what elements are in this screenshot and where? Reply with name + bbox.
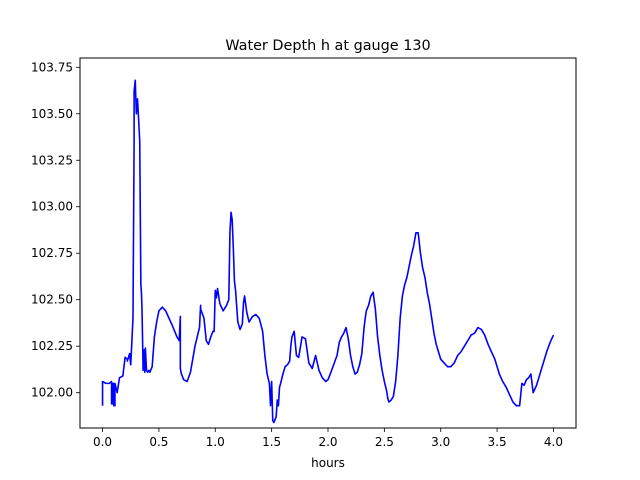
series-line-0 xyxy=(101,79,555,424)
x-tick-label: 0.0 xyxy=(93,435,112,449)
y-tick-label: 102.25 xyxy=(31,339,73,353)
x-tick-label: 1.0 xyxy=(206,435,225,449)
x-tick-label: 3.5 xyxy=(488,435,507,449)
y-tick-label: 103.75 xyxy=(31,60,73,74)
x-tick-label: 3.0 xyxy=(431,435,450,449)
series-layer xyxy=(101,79,555,424)
x-tick-label: 2.0 xyxy=(318,435,337,449)
x-axis-label: hours xyxy=(311,456,345,470)
x-tick-label: 1.5 xyxy=(262,435,281,449)
plot-area xyxy=(80,58,576,428)
x-axis-ticks: 0.0 0.5 1.0 1.5 2.0 2.5 3.0 3.5 4.0 xyxy=(93,428,563,449)
y-tick-label: 103.00 xyxy=(31,200,73,214)
y-tick-label: 103.50 xyxy=(31,107,73,121)
x-tick-label: 0.5 xyxy=(149,435,168,449)
x-tick-label: 2.5 xyxy=(375,435,394,449)
y-tick-label: 102.75 xyxy=(31,246,73,260)
chart-title: Water Depth h at gauge 130 xyxy=(225,38,430,54)
y-tick-label: 102.00 xyxy=(31,386,73,400)
y-tick-label: 103.25 xyxy=(31,153,73,167)
y-tick-label: 102.50 xyxy=(31,293,73,307)
x-tick-label: 4.0 xyxy=(544,435,563,449)
y-axis-ticks: 102.00 102.25 102.50 102.75 103.00 103.25 103.… xyxy=(31,60,80,400)
plot-frame xyxy=(79,57,577,429)
